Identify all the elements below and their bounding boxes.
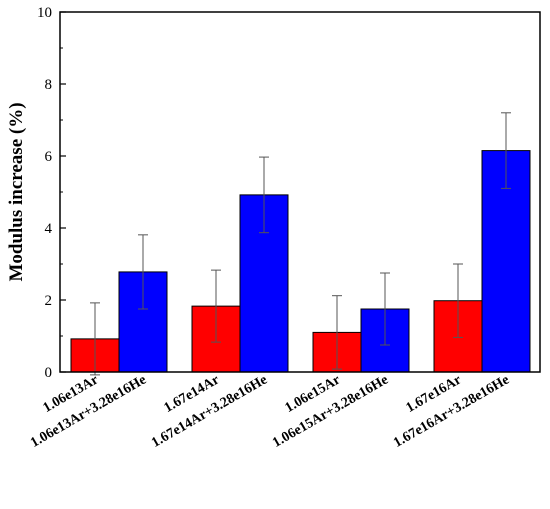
y-tick-label: 4: [45, 221, 53, 237]
y-tick-label: 6: [45, 149, 53, 165]
y-tick-label: 8: [45, 77, 53, 93]
plot-area: [70, 112, 531, 376]
y-tick-label: 2: [45, 293, 53, 309]
y-axis: 0 2 4 6 8 10: [37, 5, 66, 381]
y-axis-title: Modulus increase (%): [6, 102, 27, 281]
y-tick-label: 10: [37, 5, 52, 21]
y-tick-label: 0: [45, 365, 53, 381]
